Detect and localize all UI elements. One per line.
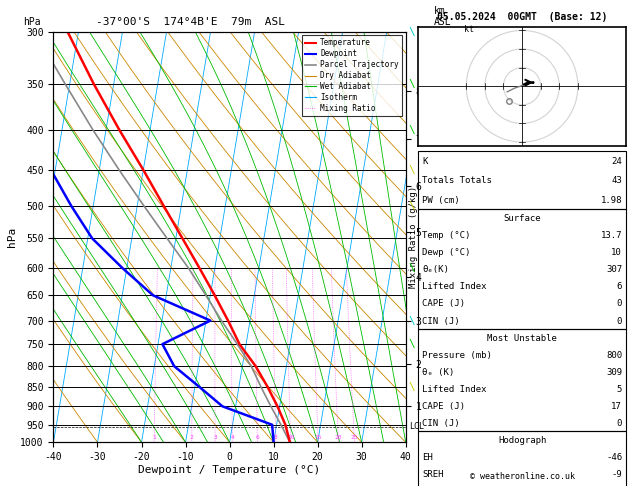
Text: 17: 17 (611, 402, 622, 411)
Y-axis label: km
ASL: km ASL (434, 6, 452, 28)
Text: \: \ (409, 165, 416, 175)
Text: 0: 0 (616, 299, 622, 309)
Text: \: \ (409, 79, 416, 89)
Text: 309: 309 (606, 368, 622, 377)
Text: PW (cm): PW (cm) (422, 196, 460, 205)
Text: Totals Totals: Totals Totals (422, 176, 492, 185)
Text: 13.7: 13.7 (601, 231, 622, 240)
Text: LCL: LCL (409, 422, 424, 431)
Text: Pressure (mb): Pressure (mb) (422, 351, 492, 360)
Text: 0: 0 (616, 419, 622, 428)
Text: -46: -46 (606, 453, 622, 462)
Text: 4: 4 (230, 435, 234, 440)
Text: 6: 6 (255, 435, 259, 440)
Text: Temp (°C): Temp (°C) (422, 231, 470, 240)
Text: 10: 10 (611, 248, 622, 257)
Text: Hodograph: Hodograph (498, 436, 546, 445)
Text: EH: EH (422, 453, 433, 462)
Text: \: \ (409, 339, 416, 349)
Text: 2: 2 (190, 435, 194, 440)
Text: Mixing Ratio (g/kg): Mixing Ratio (g/kg) (409, 186, 418, 288)
Text: θₑ(K): θₑ(K) (422, 265, 449, 274)
Y-axis label: hPa: hPa (8, 227, 18, 247)
Text: K: K (422, 157, 428, 166)
Text: \: \ (409, 201, 416, 211)
Text: 20: 20 (335, 435, 342, 440)
Text: Lifted Index: Lifted Index (422, 282, 487, 291)
Text: 8: 8 (274, 435, 278, 440)
Text: \: \ (409, 27, 416, 36)
Text: CIN (J): CIN (J) (422, 316, 460, 326)
Text: CAPE (J): CAPE (J) (422, 299, 465, 309)
Text: 10: 10 (287, 435, 294, 440)
Text: \: \ (409, 263, 416, 273)
Text: SREH: SREH (422, 470, 443, 480)
Text: \: \ (409, 315, 416, 326)
Text: Surface: Surface (503, 214, 541, 223)
Text: 5: 5 (616, 385, 622, 394)
X-axis label: Dewpoint / Temperature (°C): Dewpoint / Temperature (°C) (138, 465, 321, 475)
Text: -9: -9 (611, 470, 622, 480)
Text: 43: 43 (611, 176, 622, 185)
Text: θₑ (K): θₑ (K) (422, 368, 454, 377)
Text: hPa: hPa (23, 17, 41, 28)
Legend: Temperature, Dewpoint, Parcel Trajectory, Dry Adiabat, Wet Adiabat, Isotherm, Mi: Temperature, Dewpoint, Parcel Trajectory… (302, 35, 402, 116)
Text: 6: 6 (616, 282, 622, 291)
Text: 1: 1 (152, 435, 156, 440)
Text: 800: 800 (606, 351, 622, 360)
Text: CAPE (J): CAPE (J) (422, 402, 465, 411)
Text: Most Unstable: Most Unstable (487, 334, 557, 343)
Text: Lifted Index: Lifted Index (422, 385, 487, 394)
Text: -37°00'S  174°4B'E  79m  ASL: -37°00'S 174°4B'E 79m ASL (96, 17, 285, 28)
Text: 15: 15 (314, 435, 322, 440)
Text: © weatheronline.co.uk: © weatheronline.co.uk (470, 472, 574, 481)
Text: 3: 3 (213, 435, 217, 440)
Text: CIN (J): CIN (J) (422, 419, 460, 428)
Text: \: \ (409, 125, 416, 135)
Text: \: \ (409, 382, 416, 392)
Text: 1.98: 1.98 (601, 196, 622, 205)
Text: 24: 24 (611, 157, 622, 166)
Text: 25: 25 (351, 435, 359, 440)
Text: kt: kt (464, 25, 474, 35)
Text: 307: 307 (606, 265, 622, 274)
Text: Dewp (°C): Dewp (°C) (422, 248, 470, 257)
Text: 05.05.2024  00GMT  (Base: 12): 05.05.2024 00GMT (Base: 12) (437, 12, 607, 22)
Text: 0: 0 (616, 316, 622, 326)
